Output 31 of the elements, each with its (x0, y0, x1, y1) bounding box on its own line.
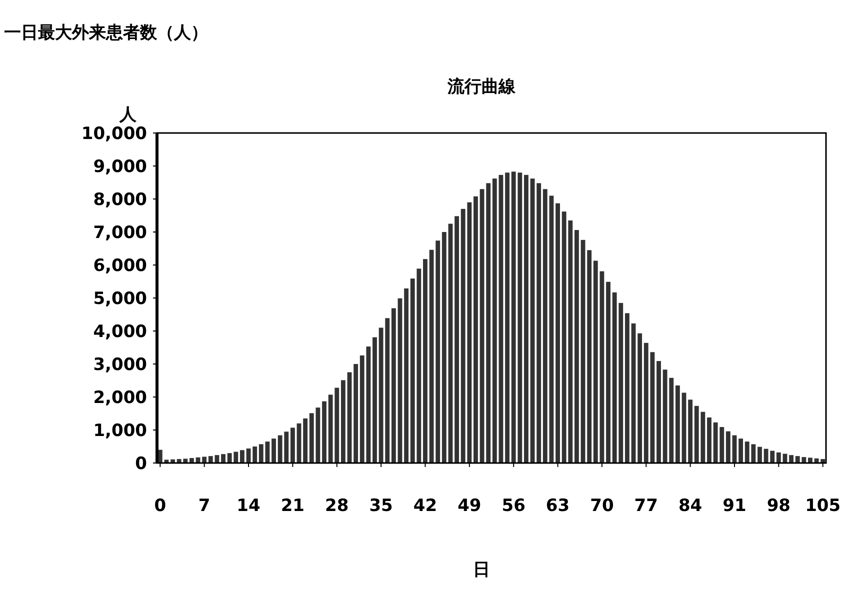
y-tick-label: 7,000 (93, 223, 148, 243)
y-tick-label: 3,000 (93, 355, 148, 375)
y-tick-label: 1,000 (93, 421, 148, 441)
x-tick-label: 84 (678, 496, 702, 516)
x-tick-label: 42 (413, 496, 438, 516)
y-tick-label: 8,000 (93, 190, 148, 210)
x-tick-label: 28 (325, 496, 349, 516)
y-tick-label: 9,000 (93, 157, 148, 177)
x-tick-label: 21 (280, 496, 305, 516)
x-tick-label: 98 (766, 496, 790, 516)
x-tick-label: 0 (154, 496, 166, 516)
x-tick-label: 7 (198, 496, 210, 516)
y-tick-label: 4,000 (93, 322, 148, 342)
y-axis-title: 人 (118, 105, 138, 125)
x-axis-title: 日 (473, 560, 490, 580)
x-tick-label: 105 (805, 496, 841, 516)
x-tick-label: 49 (458, 496, 482, 516)
x-tick-label: 91 (722, 496, 746, 516)
x-tick-label: 77 (634, 496, 658, 516)
x-tick-label: 14 (236, 496, 261, 516)
y-tick-label: 10,000 (81, 124, 148, 144)
y-tick-label: 0 (135, 454, 148, 474)
chart-title: 流行曲線 (446, 77, 516, 97)
y-tick-label: 2,000 (93, 388, 148, 408)
text: 一日最大外来患者数（人） (4, 23, 208, 43)
x-tick-label: 35 (369, 496, 393, 516)
x-tick-label: 70 (590, 496, 614, 516)
y-tick-label: 6,000 (93, 256, 148, 276)
x-tick-label: 56 (502, 496, 526, 516)
x-tick-label: 63 (546, 496, 570, 516)
y-tick-label: 5,000 (93, 289, 148, 309)
